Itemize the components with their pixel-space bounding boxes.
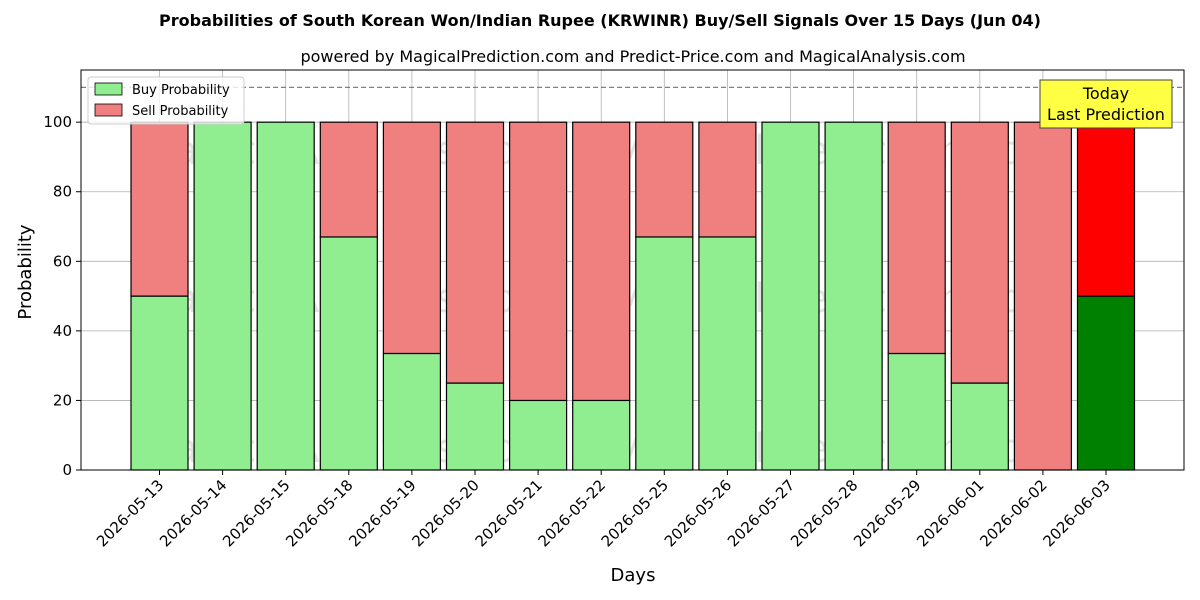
bar-buy-2026-05-15 — [256, 121, 315, 471]
bar-buy-2026-05-21 — [509, 399, 568, 471]
y-tick-label: 0 — [62, 461, 72, 479]
bar-buy-2026-05-28 — [824, 121, 883, 471]
x-tick-label: 2026-05-19 — [345, 476, 419, 550]
chart-subtitle: powered by MagicalPrediction.com and Pre… — [300, 47, 965, 66]
x-tick-label: 2026-06-02 — [976, 476, 1050, 550]
chart-title: Probabilities of South Korean Won/Indian… — [159, 11, 1041, 30]
legend-label-buy: Buy Probability — [132, 83, 230, 98]
x-tick-label: 2026-05-27 — [724, 476, 798, 550]
y-axis-label: Probability — [15, 224, 36, 319]
legend-box — [87, 76, 245, 125]
bar-sell-2026-05-13 — [130, 121, 189, 297]
bar-buy-2026-05-22 — [572, 399, 631, 471]
y-tick-label: 80 — [53, 183, 72, 201]
bar-sell-2026-06-03 — [1076, 121, 1136, 297]
x-tick-label: 2026-05-13 — [93, 476, 167, 550]
y-tick-label: 40 — [53, 322, 72, 340]
x-tick-label: 2026-05-14 — [156, 476, 230, 550]
bar-buy-2026-05-19 — [382, 352, 441, 471]
bar-sell-2026-05-22 — [572, 121, 631, 402]
x-tick-label: 2026-05-26 — [661, 476, 735, 550]
annotation-line-1: Today — [1082, 84, 1129, 103]
y-tick-label: 60 — [53, 252, 72, 270]
plot-frame — [80, 69, 1185, 471]
legend-swatch-sell — [94, 103, 123, 117]
bar-buy-2026-05-18 — [319, 236, 378, 471]
x-tick-label: 2026-05-21 — [472, 476, 546, 550]
y-tick-label: 20 — [53, 391, 72, 409]
bar-buy-2026-05-14 — [193, 121, 252, 471]
bar-buy-2026-05-25 — [635, 236, 694, 471]
bar-buy-2026-06-03 — [1076, 295, 1136, 471]
bar-sell-2026-05-19 — [382, 121, 441, 355]
bar-buy-2026-06-01 — [950, 382, 1009, 471]
x-tick-label: 2026-05-28 — [787, 476, 861, 550]
annotation-line-2: Last Prediction — [1047, 105, 1165, 124]
x-tick-label: 2026-05-20 — [408, 476, 482, 550]
y-tick-label: 100 — [43, 113, 72, 131]
bar-buy-2026-05-27 — [761, 121, 820, 471]
bar-buy-2026-05-13 — [130, 295, 189, 471]
bar-sell-2026-05-29 — [887, 121, 946, 355]
y-axis-ticks: 0 20 40 60 80 100 — [43, 113, 81, 479]
x-axis-label: Days — [611, 565, 656, 586]
legend-label-sell: Sell Probability — [132, 104, 229, 119]
annotation-box — [1039, 79, 1173, 129]
bar-sell-2026-05-26 — [698, 121, 757, 238]
bar-buy-2026-05-29 — [887, 352, 946, 471]
x-axis-ticks: 2026-05-132026-05-142026-05-152026-05-18… — [93, 470, 1114, 550]
x-tick-label: 2026-05-25 — [598, 476, 672, 550]
bar-sell-2026-05-20 — [445, 121, 505, 384]
x-tick-label: 2026-06-03 — [1039, 476, 1113, 550]
x-tick-label: 2026-05-15 — [219, 476, 293, 550]
x-tick-label: 2026-05-29 — [850, 476, 924, 550]
bars — [130, 121, 1136, 471]
legend-swatch-buy — [94, 82, 123, 96]
bar-sell-2026-05-18 — [319, 121, 378, 238]
legend: Buy Probability Sell Probability — [87, 76, 245, 125]
x-tick-label: 2026-05-22 — [535, 476, 609, 550]
bar-sell-2026-06-01 — [950, 121, 1009, 384]
x-tick-label: 2026-05-18 — [282, 476, 356, 550]
bar-sell-2026-05-21 — [509, 121, 568, 402]
bar-buy-2026-05-20 — [445, 382, 505, 471]
x-tick-label: 2026-06-01 — [913, 476, 987, 550]
bar-sell-2026-06-02 — [1013, 121, 1073, 471]
today-annotation: Today Last Prediction — [1039, 79, 1173, 129]
bar-sell-2026-05-25 — [635, 121, 694, 238]
bar-buy-2026-05-26 — [698, 236, 757, 471]
